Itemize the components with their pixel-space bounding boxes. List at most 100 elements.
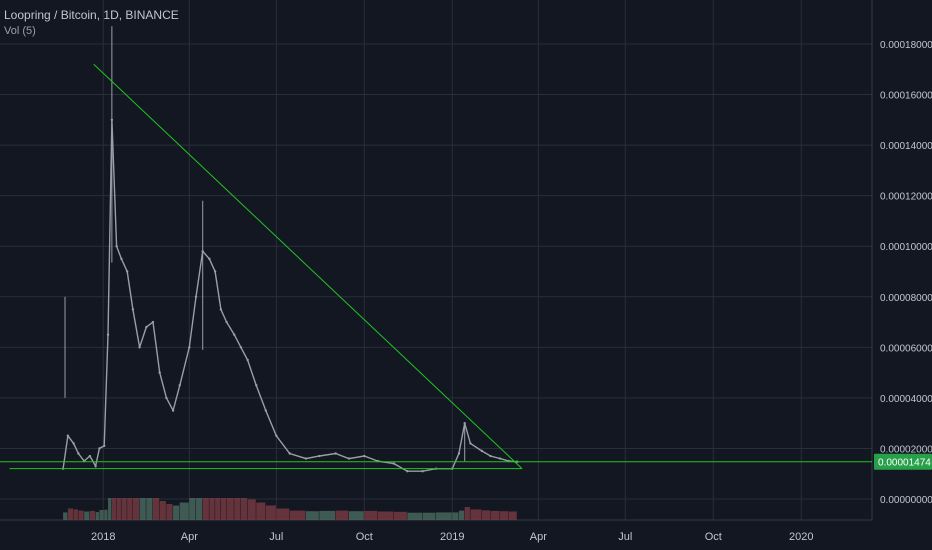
volume-bar: [189, 498, 196, 520]
price-point: [77, 452, 80, 455]
price-point: [138, 346, 141, 349]
volume-bar: [166, 504, 173, 520]
price-point: [239, 346, 243, 349]
volume-bar: [470, 509, 482, 520]
price-point: [219, 308, 223, 311]
volume-bar: [132, 498, 140, 520]
volume-bar: [422, 512, 436, 520]
volume-bar: [127, 498, 133, 520]
volume-indicator-label: Vol (5): [4, 25, 36, 37]
volume-bar: [319, 510, 336, 520]
volume-bar: [63, 512, 68, 520]
price-point: [145, 325, 148, 329]
y-tick-label: 0.00012000: [880, 192, 932, 203]
volume-bar: [215, 498, 221, 520]
price-point: [457, 452, 461, 455]
x-tick-label: Oct: [356, 531, 373, 543]
volume-bar: [111, 498, 117, 520]
volume-bar: [393, 511, 407, 520]
price-point: [194, 295, 198, 298]
volume-bar: [95, 512, 99, 520]
price-point: [480, 449, 484, 453]
trendline[interactable]: [93, 63, 523, 470]
volume-bar: [179, 502, 189, 520]
price-point: [106, 333, 110, 336]
x-tick-label: Jul: [269, 531, 283, 543]
price-point: [171, 409, 175, 412]
price-point: [406, 469, 409, 473]
price-point: [304, 457, 308, 460]
x-tick-label: Apr: [530, 531, 547, 543]
volume-bar: [116, 498, 121, 520]
volume-bar: [500, 511, 509, 520]
price-point: [115, 245, 118, 248]
price-point: [421, 469, 424, 473]
price-point: [318, 454, 321, 458]
y-tick-label: 0.00004000: [880, 394, 932, 405]
price-point: [225, 320, 228, 324]
volume-bar: [247, 499, 256, 520]
volume-bar: [78, 510, 84, 520]
volume-bar: [121, 498, 127, 520]
y-tick-label: 0.00010000: [880, 242, 932, 253]
volume-bar: [240, 498, 248, 520]
price-point: [94, 464, 97, 468]
price-point: [103, 444, 106, 448]
x-tick-label: 2018: [91, 531, 115, 543]
volume-bar: [226, 498, 234, 520]
price-point: [233, 333, 236, 336]
price-point: [246, 358, 249, 362]
volume-bar: [481, 510, 490, 520]
volume-bar: [452, 512, 459, 520]
price-point: [151, 320, 155, 324]
price-point: [264, 409, 268, 412]
volume-bar: [348, 511, 364, 520]
price-point: [72, 442, 75, 445]
volume-bar: [173, 505, 180, 520]
price-point: [120, 257, 123, 261]
y-tick-label: 0.00018000: [880, 40, 932, 51]
volume-bar: [407, 512, 423, 520]
volume-bar: [464, 507, 470, 520]
volume-bar: [202, 498, 209, 520]
price-point: [489, 454, 492, 458]
price-point: [131, 308, 135, 311]
volume-bar: [490, 510, 500, 520]
price-point: [188, 346, 191, 349]
volume-bar: [84, 511, 90, 520]
price-point: [98, 447, 101, 450]
volume-bar: [234, 498, 241, 520]
volume-bar: [265, 505, 276, 520]
volume-bar: [152, 498, 160, 520]
volume-bar: [377, 511, 394, 520]
price-point: [363, 454, 366, 458]
volume-bar: [305, 511, 319, 520]
volume-bar: [289, 510, 306, 520]
volume-bar: [335, 510, 349, 520]
volume-bar: [146, 498, 153, 520]
x-tick-label: 2020: [789, 531, 813, 543]
volume-bar: [108, 498, 112, 520]
volume-bar: [73, 509, 78, 520]
price-point: [178, 384, 181, 387]
x-tick-label: Jul: [618, 531, 632, 543]
volume-bar: [104, 509, 108, 520]
y-tick-label: 0.00016000: [880, 91, 932, 102]
volume-bar: [67, 508, 74, 520]
price-point: [255, 384, 258, 387]
price-point: [392, 462, 396, 465]
price-point: [165, 396, 168, 400]
price-point: [158, 371, 161, 374]
volume-bar: [256, 502, 266, 520]
volume-bar: [139, 498, 146, 520]
volume-bar: [89, 510, 96, 520]
y-tick-label: 0.00008000: [880, 293, 932, 304]
price-point: [125, 270, 129, 273]
last-price-badge: [874, 453, 932, 470]
price-point: [469, 442, 472, 445]
x-tick-label: Oct: [705, 531, 722, 543]
price-point: [88, 454, 92, 458]
price-point: [288, 452, 291, 455]
